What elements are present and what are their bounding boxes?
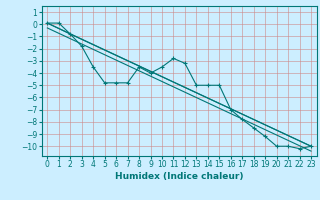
X-axis label: Humidex (Indice chaleur): Humidex (Indice chaleur) <box>115 172 244 181</box>
